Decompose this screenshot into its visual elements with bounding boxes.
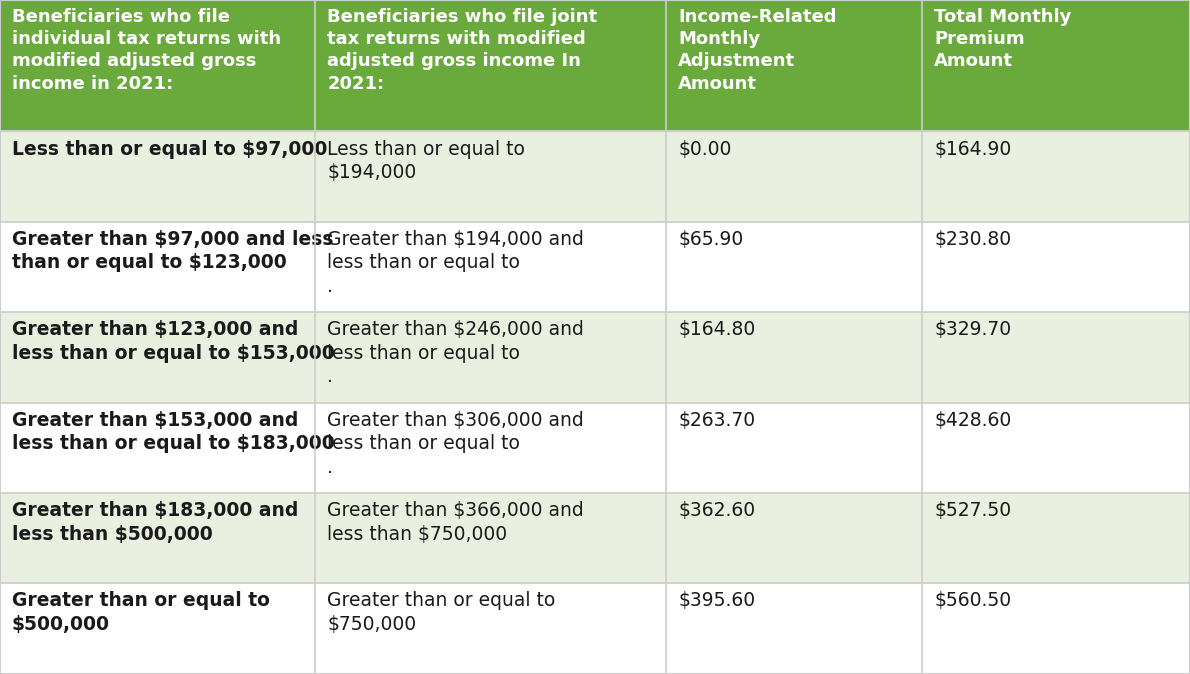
Text: Greater than or equal to
$500,000: Greater than or equal to $500,000 [12,592,270,634]
Bar [922,222,1190,312]
Text: Total Monthly
Premium
Amount: Total Monthly Premium Amount [934,8,1071,71]
Bar [666,493,922,584]
Text: $263.70: $263.70 [678,410,756,429]
Bar [315,402,666,493]
Text: $65.90: $65.90 [678,230,744,249]
Bar [0,493,315,584]
Bar [666,222,922,312]
Bar [315,131,666,222]
Bar [0,584,315,674]
Bar [0,222,315,312]
Bar [922,0,1190,131]
Bar [666,312,922,402]
Text: $362.60: $362.60 [678,501,756,520]
Text: Greater than $97,000 and less
than or equal to $123,000: Greater than $97,000 and less than or eq… [12,230,333,272]
Bar [315,493,666,584]
Bar [666,584,922,674]
Bar [315,312,666,402]
Text: Greater than $194,000 and
less than or equal to
.: Greater than $194,000 and less than or e… [327,230,584,296]
Text: $164.80: $164.80 [678,320,756,339]
Text: $329.70: $329.70 [934,320,1012,339]
Bar [0,402,315,493]
Bar [0,312,315,402]
Bar [0,0,315,131]
Text: $527.50: $527.50 [934,501,1012,520]
Text: Income-Related
Monthly
Adjustment
Amount: Income-Related Monthly Adjustment Amount [678,8,837,93]
Text: $230.80: $230.80 [934,230,1012,249]
Text: Less than or equal to $97,000: Less than or equal to $97,000 [12,140,327,158]
Text: Greater than $366,000 and
less than $750,000: Greater than $366,000 and less than $750… [327,501,584,543]
Text: $428.60: $428.60 [934,410,1012,429]
Text: $0.00: $0.00 [678,140,732,158]
Bar [666,0,922,131]
Bar [922,584,1190,674]
Text: Greater than or equal to
$750,000: Greater than or equal to $750,000 [327,592,556,634]
Text: Greater than $123,000 and
less than or equal to $153,000: Greater than $123,000 and less than or e… [12,320,334,363]
Bar [315,0,666,131]
Text: $164.90: $164.90 [934,140,1012,158]
Bar [666,402,922,493]
Bar [0,131,315,222]
Bar [922,312,1190,402]
Text: Beneficiaries who file
individual tax returns with
modified adjusted gross
incom: Beneficiaries who file individual tax re… [12,8,281,93]
Text: Greater than $183,000 and
less than $500,000: Greater than $183,000 and less than $500… [12,501,299,543]
Text: $395.60: $395.60 [678,592,756,611]
Text: Greater than $306,000 and
less than or equal to
.: Greater than $306,000 and less than or e… [327,410,584,477]
Bar [922,131,1190,222]
Text: Greater than $153,000 and
less than or equal to $183,000: Greater than $153,000 and less than or e… [12,410,334,453]
Bar [666,131,922,222]
Bar [315,222,666,312]
Text: $560.50: $560.50 [934,592,1012,611]
Bar [922,493,1190,584]
Text: Less than or equal to
$194,000: Less than or equal to $194,000 [327,140,525,182]
Bar [315,584,666,674]
Text: Beneficiaries who file joint
tax returns with modified
adjusted gross income In
: Beneficiaries who file joint tax returns… [327,8,597,93]
Bar [922,402,1190,493]
Text: Greater than $246,000 and
less than or equal to
.: Greater than $246,000 and less than or e… [327,320,584,386]
